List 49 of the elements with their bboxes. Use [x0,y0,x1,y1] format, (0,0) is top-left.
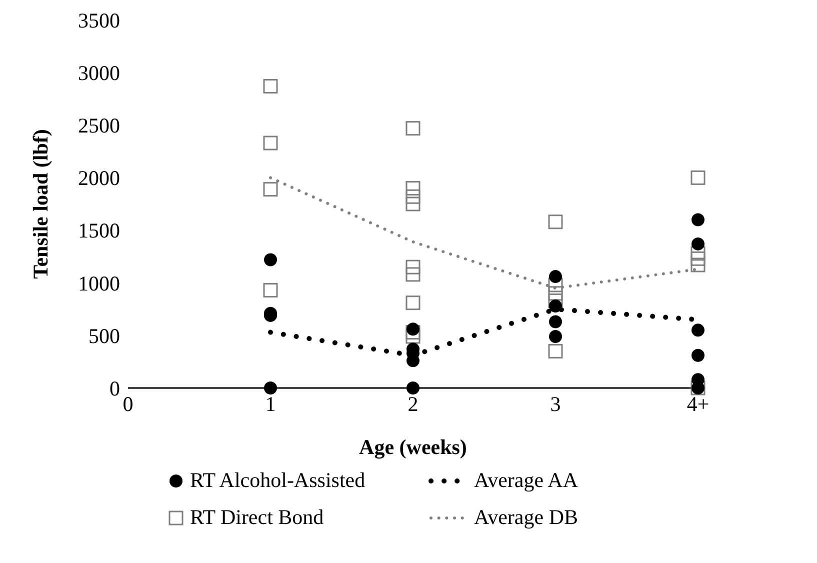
y-tick-label: 0 [110,376,120,400]
y-tick-label: 2500 [78,114,120,138]
point [406,196,420,212]
y-tick-label: 3500 [78,8,120,32]
point [548,344,563,358]
x-tick-label: 4+ [686,392,710,416]
y-tick-label: 3000 [78,61,120,86]
point [549,299,562,312]
point [549,270,562,284]
point [690,246,706,261]
point [406,267,420,282]
legend-label: RT Alcohol-Assisted [190,468,366,493]
x-tick-label: 1 [265,392,276,416]
legend-label: RT Direct Bond [190,505,324,530]
y-tick-label: 2000 [78,166,120,190]
point [406,189,420,204]
y-axis-title: Tensile load (lbf) [28,129,52,279]
point [406,296,420,310]
x-axis-title: Age (weeks) [359,435,467,459]
point [406,382,420,394]
point [692,324,704,337]
point [406,322,420,336]
point [692,237,704,250]
legend-label: Average DB [474,505,578,530]
legend-label: Average AA [474,468,578,493]
point [690,258,706,272]
point [264,382,277,394]
point [406,180,420,196]
point [548,278,563,292]
point [549,330,562,343]
point [690,170,706,185]
point [406,260,420,274]
y-tick-label: 1500 [78,218,120,243]
point [263,136,278,150]
point [548,286,563,301]
y-tick-label: 500 [88,324,120,348]
point [548,214,563,230]
point [692,348,704,362]
point [406,121,420,136]
x-tick-label: 2 [408,392,418,416]
point [263,78,278,94]
x-tick-label: 3 [550,392,561,416]
point [263,282,278,298]
point [549,315,562,328]
point [263,182,278,197]
point [264,253,277,266]
point [692,213,704,226]
point [690,251,706,266]
y-tick-label: 1000 [78,271,120,296]
